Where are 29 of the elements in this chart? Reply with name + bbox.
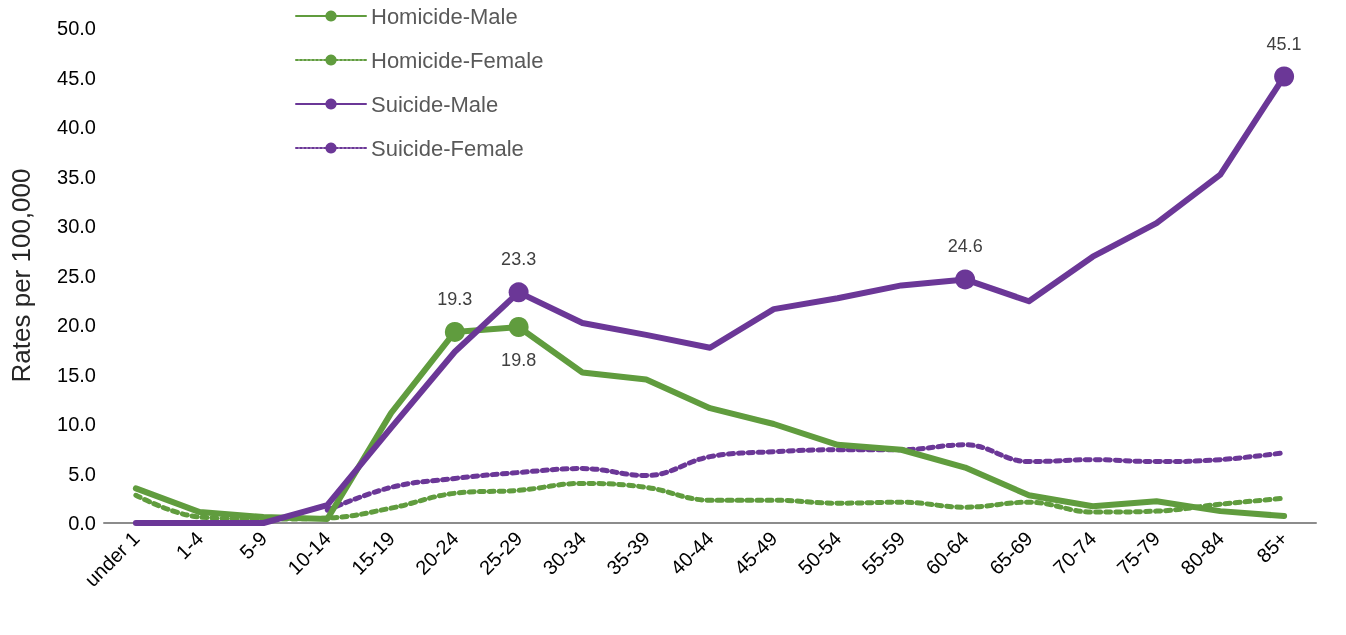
- y-tick-label: 10.0: [57, 413, 96, 435]
- x-tick-label: 5-9: [235, 527, 272, 564]
- y-tick-label: 40.0: [57, 116, 96, 138]
- y-tick-label: 45.0: [57, 66, 96, 89]
- point: [1274, 66, 1295, 87]
- point: [508, 316, 529, 337]
- y-tick-label: 30.0: [57, 215, 96, 237]
- point: [444, 321, 465, 342]
- y-tick-label: 15.0: [57, 363, 96, 386]
- data-label: 19.3: [437, 288, 473, 309]
- y-tick-label: 0.0: [68, 512, 96, 534]
- y-tick-label: 50.0: [57, 17, 96, 39]
- legend-label: Homicide-Female: [371, 47, 544, 73]
- point: [955, 269, 976, 290]
- legend-label: Suicide-Male: [371, 91, 499, 117]
- data-label: 23.3: [501, 249, 537, 270]
- data-label: 19.8: [501, 349, 537, 370]
- y-tick-label: 20.0: [57, 314, 96, 336]
- y-axis-title: Rates per 100,000: [6, 168, 36, 383]
- x-tick-label: 1-4: [171, 527, 208, 564]
- y-tick-label: 35.0: [57, 165, 96, 188]
- data-label: 45.1: [1266, 33, 1302, 54]
- legend-label: Homicide-Male: [371, 3, 518, 29]
- legend-label: Suicide-Female: [371, 135, 524, 161]
- y-tick-label: 25.0: [57, 264, 96, 287]
- x-tick-label: 85+: [1252, 527, 1292, 567]
- y-tick-label: 5.0: [68, 462, 96, 485]
- data-label: 24.6: [947, 236, 983, 257]
- point: [508, 282, 529, 303]
